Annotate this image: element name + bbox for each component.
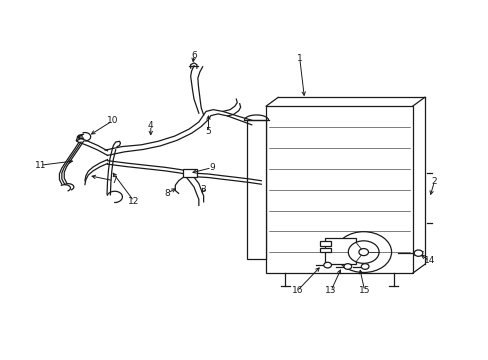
Bar [325, 238, 356, 264]
Text: 3: 3 [201, 185, 206, 194]
Text: 4: 4 [148, 121, 153, 130]
Bar [183, 170, 197, 177]
Text: 1: 1 [296, 54, 302, 63]
Text: 15: 15 [358, 286, 369, 295]
Text: 5: 5 [205, 127, 211, 136]
Bar [319, 248, 330, 252]
Circle shape [335, 232, 391, 273]
Text: 13: 13 [325, 286, 336, 295]
Circle shape [358, 248, 368, 256]
Circle shape [347, 241, 378, 264]
Text: 6: 6 [191, 51, 197, 60]
Bar [319, 241, 330, 246]
Bar [265, 106, 412, 273]
Circle shape [323, 262, 331, 268]
Text: 8: 8 [164, 189, 170, 198]
Text: 10: 10 [106, 116, 118, 125]
Text: 2: 2 [431, 177, 436, 186]
Text: 11: 11 [34, 161, 46, 170]
Text: 16: 16 [291, 286, 303, 295]
Circle shape [413, 250, 422, 256]
Text: 7: 7 [111, 176, 117, 185]
Text: 14: 14 [423, 256, 434, 265]
Circle shape [361, 264, 368, 269]
Bar [246, 120, 265, 259]
Text: 12: 12 [128, 197, 140, 206]
Text: 9: 9 [208, 163, 214, 172]
Circle shape [343, 264, 351, 269]
